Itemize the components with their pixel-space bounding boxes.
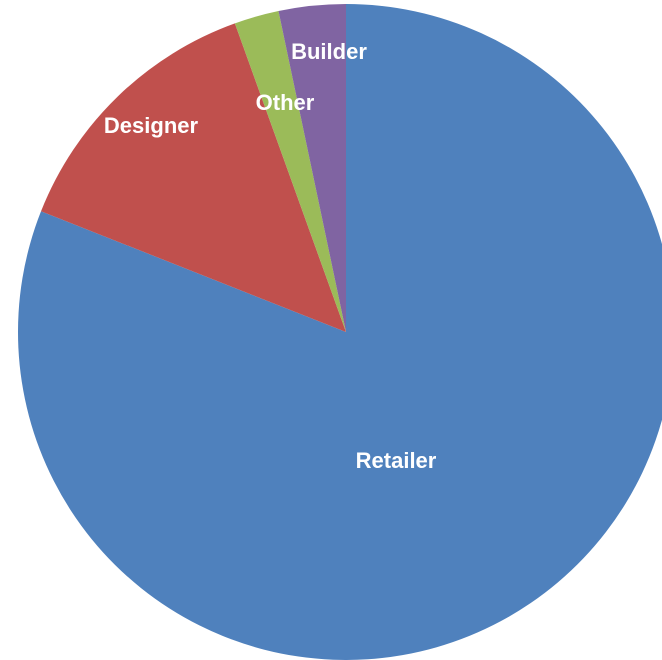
labels-layer: Retailer Designer Other Builder xyxy=(104,39,437,473)
slices-layer xyxy=(18,4,662,660)
slice-label-designer: Designer xyxy=(104,113,199,138)
slice-label-other: Other xyxy=(256,90,315,115)
pie-slice-builder xyxy=(278,4,346,332)
slice-label-builder: Builder xyxy=(291,39,367,64)
slice-label-retailer: Retailer xyxy=(356,448,437,473)
pie-slice-other xyxy=(234,11,346,333)
pie-slice-designer xyxy=(41,23,346,332)
pie-slice-retailer xyxy=(18,4,662,660)
